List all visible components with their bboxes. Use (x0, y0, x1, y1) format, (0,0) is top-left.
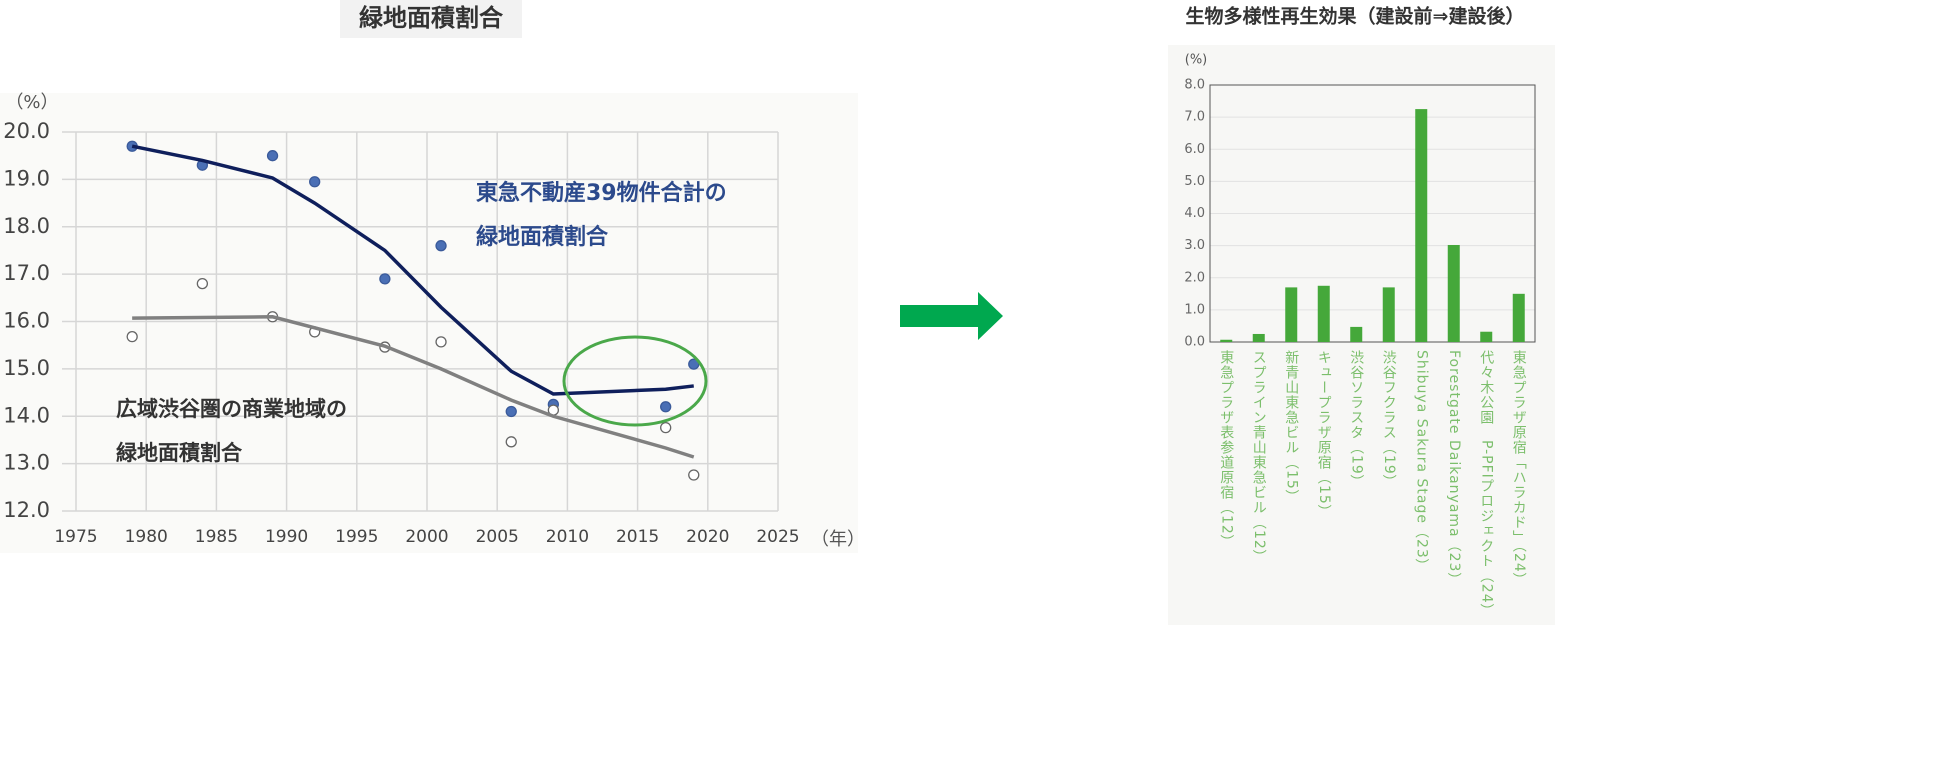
chart-title: 生物多様性再生効果（建設前⇒建設後） (1186, 5, 1525, 28)
y-tick-label: 5.0 (1184, 174, 1205, 189)
x-axis-label: （年） (811, 529, 865, 550)
y-tick-label: 2.0 (1184, 270, 1205, 285)
data-point (505, 405, 517, 418)
bar (1317, 285, 1330, 342)
data-point (379, 273, 391, 285)
annotation: 緑地面積割合 (116, 441, 243, 465)
x-tick-label: 2000 (405, 527, 448, 547)
x-tick-label: キュープラザ原宿（15） (1316, 350, 1332, 520)
y-tick-label: 3.0 (1184, 238, 1205, 253)
x-tick-label: Forestgate Daikanyama（23） (1446, 350, 1462, 587)
data-point (196, 277, 209, 290)
trend-line (132, 315, 695, 459)
x-tick-label: 渋谷ソラスタ（19） (1348, 350, 1364, 490)
y-axis-label: （%） (5, 92, 58, 113)
x-tick-label: 2025 (756, 527, 799, 547)
x-tick-label: 1975 (54, 527, 97, 547)
arrow (900, 292, 1003, 340)
y-axis-label: (%) (1185, 53, 1208, 68)
title-background (340, 0, 522, 38)
data-point (435, 336, 447, 348)
x-tick-label: 1985 (195, 527, 238, 547)
chart-title: 緑地面積割合 (359, 4, 504, 32)
data-point (688, 358, 700, 370)
bar (1285, 287, 1298, 342)
bar (1350, 326, 1363, 342)
data-point (660, 421, 672, 434)
y-tick-label: 13.0 (3, 451, 50, 475)
y-tick-label: 4.0 (1184, 206, 1205, 221)
y-tick-label: 19.0 (3, 166, 50, 190)
bar (1220, 339, 1233, 342)
trend-line (131, 144, 694, 396)
x-tick-label: 2005 (476, 527, 519, 547)
x-tick-label: 2015 (616, 527, 659, 547)
bar (1512, 293, 1525, 342)
bar (1480, 331, 1493, 342)
bar (1447, 244, 1460, 342)
bar (1252, 333, 1265, 342)
y-tick-label: 15.0 (3, 356, 50, 380)
y-tick-label: 0.0 (1184, 335, 1205, 350)
x-tick-label: 1980 (125, 527, 168, 547)
data-point (309, 176, 321, 188)
x-tick-label: スプライン青山東急ビル（12） (1251, 350, 1267, 565)
x-tick-label: 東急プラザ原宿「ハラカド」（24） (1511, 350, 1527, 588)
y-tick-label: 16.0 (3, 309, 50, 333)
y-tick-label: 18.0 (3, 214, 50, 238)
y-tick-label: 7.0 (1184, 110, 1205, 125)
data-point (505, 436, 517, 448)
x-tick-label: 2020 (686, 527, 729, 547)
y-tick-label: 6.0 (1184, 142, 1205, 157)
data-point (435, 240, 447, 252)
x-tick-label: 新青山東急ビル（15） (1283, 350, 1299, 505)
x-tick-label: 2010 (546, 527, 589, 547)
x-tick-label: 代々木公園 P-PFIプロジェクト（24） (1478, 350, 1494, 619)
x-tick-label: 1995 (335, 527, 378, 547)
y-tick-label: 12.0 (3, 498, 50, 522)
annotation: 広域渋谷圏の商業地域の (116, 397, 347, 421)
plot-border (1209, 84, 1536, 343)
annotation: 緑地面積割合 (476, 224, 609, 250)
y-tick-label: 20.0 (3, 119, 50, 143)
data-point (660, 401, 672, 413)
annotation: 東急不動産39物件合計の (476, 180, 727, 206)
highlight-circle (562, 335, 708, 427)
x-tick-label: 1990 (265, 527, 308, 547)
y-tick-label: 14.0 (3, 403, 50, 427)
x-tick-label: 渋谷フクラス（19） (1381, 350, 1397, 490)
y-tick-label: 8.0 (1184, 78, 1205, 93)
y-tick-label: 1.0 (1184, 302, 1205, 317)
bar (1382, 287, 1395, 342)
data-point (266, 150, 279, 162)
plot-background (0, 93, 858, 553)
bar (1415, 109, 1428, 342)
data-point (688, 469, 700, 481)
x-tick-label: 東急プラザ表参道原宿（12） (1218, 350, 1234, 550)
data-point (126, 331, 138, 343)
y-tick-label: 17.0 (3, 261, 50, 285)
x-tick-label: Shibuya Sakura Stage（23） (1413, 350, 1429, 574)
